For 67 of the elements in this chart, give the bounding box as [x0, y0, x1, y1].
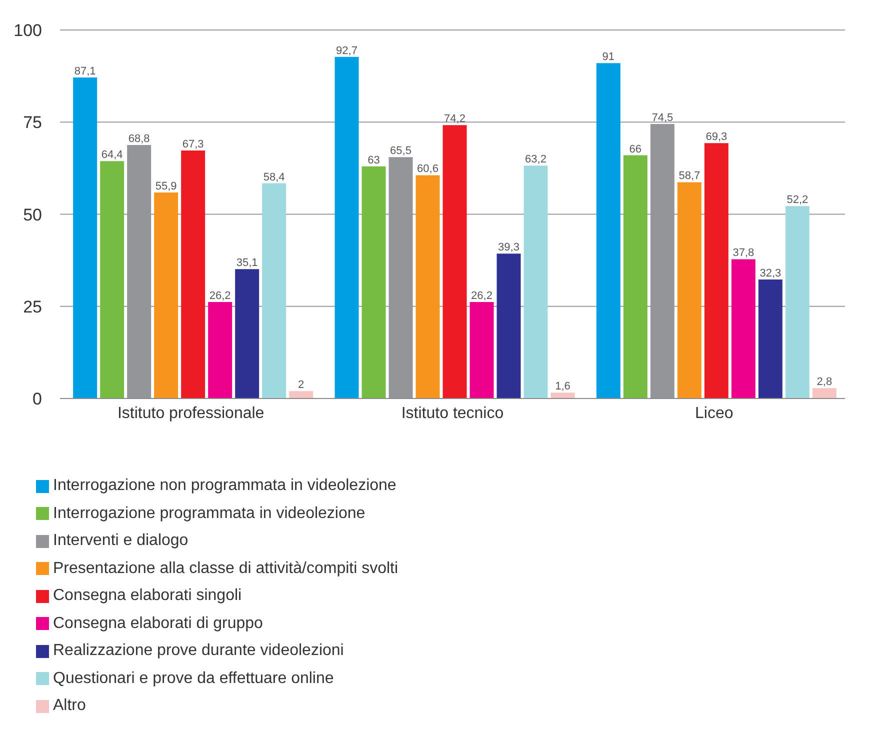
- data-label: 69,3: [706, 131, 728, 144]
- bar: [731, 259, 756, 398]
- data-label: 67,3: [182, 138, 204, 150]
- bar: [442, 125, 467, 398]
- bar: [785, 206, 810, 398]
- bar: [758, 279, 782, 398]
- data-label: 92,7: [336, 44, 358, 57]
- data-label: 91: [602, 51, 615, 64]
- bar: [524, 166, 548, 398]
- legend-label: Consegna elaborati di gruppo: [53, 614, 263, 633]
- legend-label: Questionari e prove da effettuare online: [53, 670, 334, 688]
- x-tick-label: Istituto tecnico: [401, 404, 504, 422]
- bar: [334, 56, 359, 398]
- bar: [496, 254, 521, 398]
- legend-label: Interrogazione programmata in videolezione: [53, 504, 366, 523]
- bar: [289, 391, 314, 398]
- data-label: 58,7: [678, 170, 700, 182]
- data-label: 26,2: [209, 290, 231, 302]
- data-label: 64,4: [101, 149, 123, 162]
- data-label: 87,1: [74, 66, 96, 78]
- legend-label: Consegna elaborati singoli: [53, 587, 242, 606]
- data-label: 2: [298, 379, 304, 392]
- legend-label: Realizzazione prove durante videolezioni: [53, 642, 344, 660]
- data-label: 2,8: [816, 376, 832, 388]
- bar: [550, 392, 575, 398]
- legend-label: Interventi e dialogo: [53, 532, 188, 550]
- data-label: 37,8: [732, 247, 754, 260]
- y-tick-label: 100: [14, 21, 42, 40]
- bar: [73, 78, 98, 398]
- bar: [181, 150, 206, 398]
- data-label: 74,5: [652, 112, 674, 124]
- y-tick-label: 25: [23, 297, 42, 316]
- data-label: 35,1: [236, 257, 258, 270]
- bar: [416, 175, 440, 398]
- data-label: 65,5: [390, 145, 412, 158]
- bar: [470, 302, 494, 398]
- bar: [100, 161, 124, 398]
- bar: [362, 166, 386, 398]
- legend-label: Presentazione alla classe di attività/compiti svolti: [53, 560, 398, 578]
- data-label: 55,9: [155, 180, 177, 193]
- y-tick-label: 50: [23, 205, 42, 224]
- bar: [623, 155, 648, 398]
- data-label: 58,4: [263, 171, 285, 184]
- y-tick-label: 75: [23, 113, 42, 132]
- x-tick-label: Istituto professionale: [117, 404, 264, 422]
- data-label: 32,3: [760, 267, 782, 280]
- bar: [154, 192, 178, 398]
- bar: [208, 302, 232, 398]
- data-label: 39,3: [498, 242, 520, 254]
- legend-label: Altro: [53, 697, 86, 716]
- data-label: 66: [629, 143, 642, 156]
- bar: [677, 182, 702, 398]
- data-label: 26,2: [471, 290, 492, 302]
- data-label: 63: [368, 154, 380, 166]
- data-label: 1,6: [555, 380, 570, 393]
- bar: [262, 183, 286, 398]
- legend-label: Interrogazione non programmata in videolezione: [53, 477, 396, 496]
- y-tick-label: 0: [32, 390, 42, 409]
- bar: [812, 388, 836, 398]
- data-label: 68,8: [128, 132, 150, 145]
- bar: [704, 143, 728, 398]
- data-label: 63,2: [525, 154, 546, 166]
- data-label: 60,6: [417, 163, 438, 176]
- x-tick-label: Liceo: [695, 404, 734, 422]
- bar: [235, 269, 260, 398]
- data-label: 52,2: [786, 194, 808, 206]
- bar: [596, 63, 620, 398]
